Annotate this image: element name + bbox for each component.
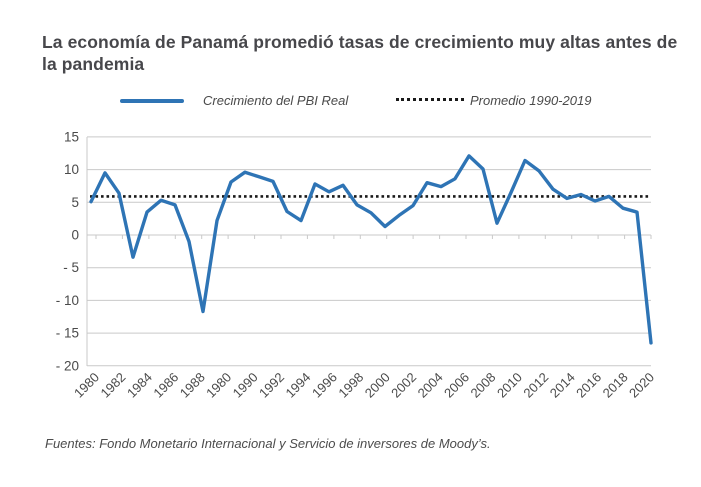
x-axis-label: 1992 <box>256 370 287 401</box>
x-axis-label: 2008 <box>467 370 498 401</box>
gdp-growth-line <box>89 154 653 345</box>
x-axis-label: 2000 <box>362 370 393 401</box>
x-axis-label: 2006 <box>441 370 472 401</box>
x-axis-label: 1980 <box>71 370 102 401</box>
x-axis-label: 2014 <box>547 370 578 401</box>
y-axis-label: 10 <box>64 162 79 177</box>
y-axis-label: 5 <box>71 195 79 210</box>
legend-series-label: Crecimiento del PBI Real <box>203 93 349 108</box>
x-axis-label: 2004 <box>415 370 446 401</box>
x-axis-label: 1994 <box>282 370 313 401</box>
x-axis-label: 2020 <box>626 370 657 401</box>
x-axis-label: 1988 <box>177 370 208 401</box>
x-axis-label: 2018 <box>600 370 631 401</box>
x-axis-label: 1984 <box>124 370 155 401</box>
y-axis-label: - 5 <box>63 260 79 275</box>
legend-average-label: Promedio 1990-2019 <box>470 93 592 108</box>
y-axis-label: - 15 <box>56 326 79 341</box>
x-axis-label: 1986 <box>150 370 181 401</box>
x-axis-label: 1998 <box>335 370 366 401</box>
y-axis-label: 15 <box>64 129 79 144</box>
x-axis-label: 1980 <box>203 370 234 401</box>
x-axis-label: 1996 <box>309 370 340 401</box>
chart-title: La economía de Panamá promedió tasas de … <box>42 32 678 74</box>
x-axis-label: 2016 <box>573 370 604 401</box>
x-axis-label: 2012 <box>520 370 551 401</box>
source-note: Fuentes: Fondo Monetario Internacional y… <box>45 436 491 451</box>
legend-dotted-line-swatch <box>396 98 464 101</box>
x-axis-label: 1982 <box>97 370 128 401</box>
x-axis-label: 2002 <box>388 370 419 401</box>
y-axis-label: - 10 <box>56 293 79 308</box>
x-axis-label: 2010 <box>494 370 525 401</box>
x-axis-label: 1990 <box>230 370 261 401</box>
legend-solid-line-swatch <box>120 99 184 103</box>
y-axis-label: 0 <box>71 228 79 243</box>
y-axis-label: - 20 <box>56 358 79 373</box>
